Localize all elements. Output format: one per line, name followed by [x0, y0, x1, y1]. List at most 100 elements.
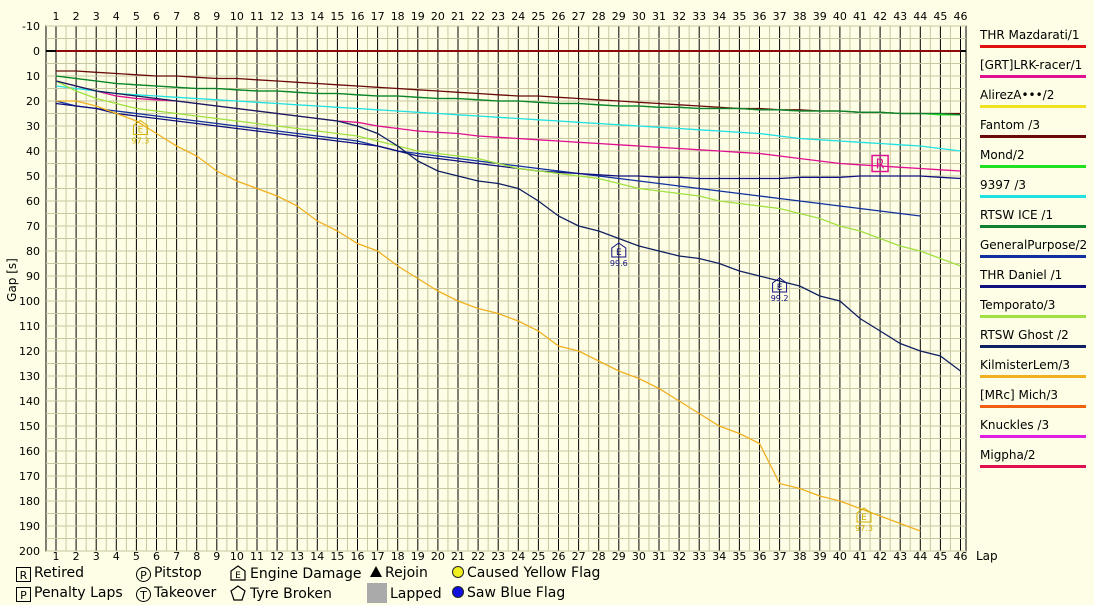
x-tick-label-bottom: 43 [893, 550, 907, 563]
y-tick-label: 200 [19, 545, 40, 558]
x-tick-label-top: 5 [133, 10, 140, 23]
engine-damage-letter: E [777, 283, 783, 293]
key-penalty: P Penalty Laps [16, 585, 123, 602]
legend-item-name: 9397 /3 [980, 178, 1027, 192]
rejoin-icon [370, 566, 382, 577]
engine-damage-letter: E [861, 513, 867, 523]
x-tick-label-bottom: 27 [572, 550, 586, 563]
legend-item: THR Daniel /1 [976, 266, 1090, 296]
x-tick-label-top: 45 [933, 10, 947, 23]
pitstop-icon: P [136, 567, 151, 582]
legend-item: Knuckles /3 [976, 416, 1090, 446]
x-tick-label-bottom: 41 [853, 550, 867, 563]
x-tick-label-bottom: 40 [833, 550, 847, 563]
x-tick-label-bottom: 23 [491, 550, 505, 563]
legend-item-name: AlirezA•••/2 [980, 88, 1055, 102]
x-tick-label-top: 15 [330, 10, 344, 23]
y-tick-label: 80 [26, 245, 40, 258]
y-tick-label: 60 [26, 195, 40, 208]
key-rejoin: Rejoin [370, 565, 428, 581]
x-tick-label-bottom: 33 [692, 550, 706, 563]
x-tick-label-top: 6 [153, 10, 160, 23]
y-tick-label: 10 [26, 70, 40, 83]
x-tick-label-top: 9 [213, 10, 220, 23]
legend-item-swatch [980, 225, 1086, 228]
legend-item-swatch [980, 255, 1086, 258]
series-line [55, 85, 961, 152]
y-tick-label: 70 [26, 220, 40, 233]
x-tick-label-bottom: 35 [732, 550, 746, 563]
x-tick-label-top: 25 [531, 10, 545, 23]
x-tick-label-bottom: 46 [954, 550, 968, 563]
legend-item-swatch [980, 285, 1086, 288]
x-tick-label-bottom: 22 [471, 550, 485, 563]
x-tick-label-top: 23 [491, 10, 505, 23]
key-retired: R Retired [16, 565, 84, 582]
series-line [55, 80, 961, 267]
blue-flag-icon [452, 586, 464, 598]
key-yellow-label: Caused Yellow Flag [467, 565, 601, 581]
x-tick-label-bottom: 37 [773, 550, 787, 563]
engine-damage-letter: E [616, 248, 622, 258]
key-yellow: Caused Yellow Flag [452, 565, 600, 581]
legend-item-swatch [980, 405, 1086, 408]
x-tick-label-bottom: 45 [933, 550, 947, 563]
y-axis-label: Gap [s] [5, 258, 19, 302]
legend-item-name: THR Daniel /1 [980, 268, 1063, 282]
legend-item-name: [MRc] Mich/3 [980, 388, 1059, 402]
legend-item-name: RTSW Ghost /2 [980, 328, 1069, 342]
x-tick-label-bottom: 4 [113, 550, 120, 563]
x-tick-label-top: 14 [310, 10, 324, 23]
x-tick-label-top: 46 [954, 10, 968, 23]
x-tick-label-bottom: 9 [213, 550, 220, 563]
x-tick-label-top: 8 [193, 10, 200, 23]
engine-damage-letter: E [138, 126, 144, 136]
retired-marker [871, 154, 889, 173]
y-tick-label: 40 [26, 145, 40, 158]
key-takeover: T Takeover [136, 585, 216, 602]
legend-item-name: Migpha/2 [980, 448, 1036, 462]
x-tick-label-bottom: 6 [153, 550, 160, 563]
legend-item: Temporato/3 [976, 296, 1090, 326]
lapped-icon [367, 583, 387, 603]
engine-damage-value: 97.3 [132, 137, 150, 146]
series-line [55, 102, 961, 180]
x-tick-label-top: 32 [672, 10, 686, 23]
legend-item: 9397 /3 [976, 176, 1090, 206]
key-takeover-label: Takeover [154, 585, 217, 601]
chart-grid [45, 25, 967, 552]
x-tick-label-top: 43 [893, 10, 907, 23]
y-tick-label: 110 [19, 320, 40, 333]
x-tick-label-top: 35 [732, 10, 746, 23]
y-tick-label: 180 [19, 495, 40, 508]
tyre-broken-icon [230, 585, 246, 601]
legend-item-name: KilmisterLem/3 [980, 358, 1071, 372]
x-tick-label-bottom: 42 [873, 550, 887, 563]
x-tick-label-bottom: 16 [351, 550, 365, 563]
x-tick-label-bottom: 11 [250, 550, 264, 563]
key-lapped: Lapped [367, 583, 442, 603]
x-tick-label-bottom: 31 [652, 550, 666, 563]
x-tick-label-top: 17 [371, 10, 385, 23]
engine-damage-marker [611, 242, 627, 258]
x-tick-label-bottom: 30 [632, 550, 646, 563]
key-pitstop: P Pitstop [136, 565, 202, 582]
x-tick-label-top: 31 [652, 10, 666, 23]
engine-damage-marker [772, 277, 788, 293]
x-tick-label-bottom: 34 [712, 550, 726, 563]
svg-text:E: E [235, 571, 241, 581]
x-tick-label-top: 4 [113, 10, 120, 23]
legend-item-swatch [980, 135, 1086, 138]
legend-item: AlirezA•••/2 [976, 86, 1090, 116]
x-tick-label-top: 1 [53, 10, 60, 23]
legend-item-swatch [980, 165, 1086, 168]
legend-item: Mond/2 [976, 146, 1090, 176]
series-line [56, 100, 921, 532]
key-tyre-label: Tyre Broken [250, 586, 332, 602]
legend-item-name: THR Mazdarati/1 [980, 28, 1080, 42]
x-tick-label-top: 21 [451, 10, 465, 23]
x-tick-label-bottom: 7 [173, 550, 180, 563]
series-line [55, 75, 961, 116]
x-tick-label-top: 12 [270, 10, 284, 23]
